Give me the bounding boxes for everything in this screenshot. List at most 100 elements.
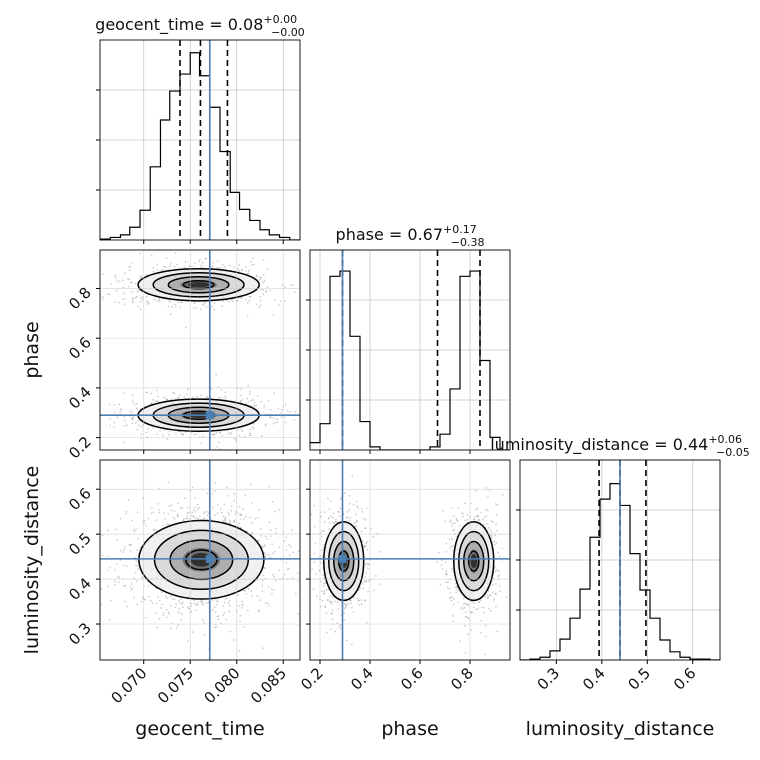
sample-point [321, 599, 324, 602]
sample-point [145, 391, 148, 394]
sample-point [132, 401, 135, 404]
panel-content-1 [100, 460, 300, 660]
sample-point [230, 509, 233, 512]
sample-point [329, 628, 332, 631]
xlabel-geocent_time: geocent_time [135, 718, 264, 740]
sample-point [451, 596, 453, 598]
sample-point [136, 603, 138, 606]
sample-point [489, 594, 492, 597]
sample-point [193, 509, 195, 512]
sample-point [131, 281, 133, 283]
sample-point [358, 599, 360, 602]
xtick-label-luminosity_distance-3: 0.6 [670, 664, 700, 694]
sample-point [247, 587, 250, 590]
sample-point [320, 580, 322, 583]
sample-point [234, 511, 237, 513]
sample-point [224, 519, 226, 522]
sample-point [245, 298, 248, 301]
title-eq: = [649, 435, 673, 454]
sample-point [170, 504, 173, 507]
sample-point [263, 403, 266, 406]
sample-point [495, 514, 498, 516]
sample-point [237, 525, 239, 528]
sample-point [200, 264, 203, 267]
sample-point [330, 603, 333, 605]
sample-point [117, 575, 119, 578]
sample-point [492, 521, 494, 523]
sample-point [156, 299, 159, 302]
sample-point [136, 419, 139, 422]
sample-point [178, 600, 180, 602]
sample-point [353, 522, 356, 524]
sample-point [439, 583, 442, 586]
sample-point [113, 421, 116, 424]
sample-point [444, 520, 446, 523]
sample-point [238, 264, 241, 266]
sample-point [164, 517, 166, 520]
sample-point [233, 437, 236, 440]
sample-point [488, 607, 490, 610]
sample-point [127, 278, 129, 280]
xtick-label-luminosity_distance-2: 0.5 [625, 664, 655, 694]
sample-point [473, 518, 476, 521]
sample-point [158, 600, 161, 602]
sample-point [195, 306, 198, 309]
sample-point [465, 611, 467, 614]
sample-point [210, 388, 213, 390]
sample-point [136, 565, 139, 567]
sample-point [505, 596, 508, 599]
sample-point [162, 611, 165, 614]
sample-point [115, 528, 118, 531]
title-plus-geocent_time: +0.00 [263, 13, 297, 26]
sample-point [262, 274, 265, 276]
sample-point [216, 615, 219, 618]
sample-point [447, 581, 449, 584]
sample-point [464, 625, 467, 627]
sample-point [234, 513, 236, 516]
sample-point [467, 617, 470, 620]
sample-point [200, 394, 202, 397]
sample-point [354, 525, 357, 527]
sample-point [233, 493, 236, 495]
sample-point [126, 605, 129, 608]
sample-point [476, 515, 479, 517]
sample-point [131, 394, 134, 396]
sample-point [217, 396, 220, 399]
title-value-phase: 0.67 [407, 225, 443, 244]
sample-point [266, 286, 269, 288]
sample-point [155, 519, 158, 521]
sample-point [261, 590, 264, 593]
sample-point [257, 609, 260, 611]
sample-point [216, 600, 219, 603]
sample-point [161, 591, 163, 594]
sample-point [358, 603, 361, 606]
sample-point [229, 599, 231, 602]
sample-point [191, 631, 194, 633]
sample-point [272, 552, 274, 555]
title-eq: = [384, 225, 408, 244]
sample-point [214, 626, 216, 629]
contour-0-2 [328, 530, 360, 592]
sample-point [116, 280, 118, 282]
sample-point [271, 593, 273, 595]
sample-point [167, 305, 170, 308]
sample-point [349, 599, 352, 601]
sample-point [257, 539, 260, 541]
sample-point [150, 512, 153, 515]
sample-point [241, 243, 243, 245]
sample-point [313, 504, 315, 507]
sample-point [253, 404, 256, 407]
sample-point [257, 540, 260, 543]
sample-point [128, 269, 131, 272]
sample-point [198, 506, 200, 509]
sample-point [143, 519, 146, 522]
sample-point [140, 433, 143, 436]
sample-point [333, 282, 335, 284]
sample-point [264, 544, 266, 546]
sample-point [496, 504, 499, 506]
sample-point [113, 580, 116, 583]
sample-point [136, 428, 139, 431]
sample-point [213, 308, 216, 311]
sample-point [137, 568, 139, 570]
sample-point [322, 574, 325, 577]
